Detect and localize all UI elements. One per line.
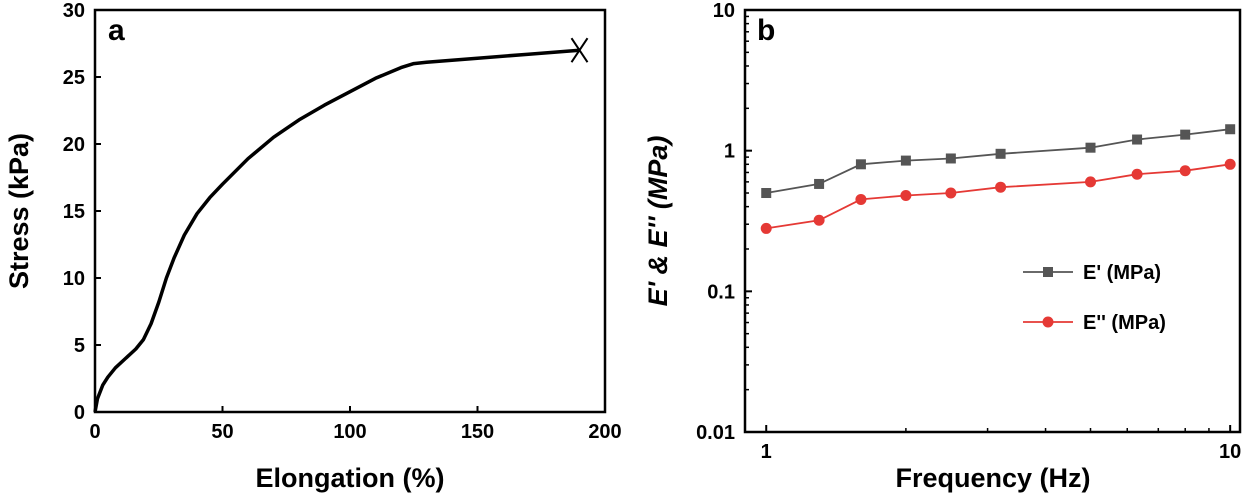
panel-b-data-point: [945, 153, 956, 164]
panel-b-data-point: [855, 159, 866, 170]
panel-a-y-tick-label: 20: [63, 134, 85, 156]
panel-b-series-line: [766, 128, 1231, 194]
panel-b-data-point: [995, 181, 1007, 193]
panel-a-y-tick-label: 5: [74, 335, 85, 357]
panel-a-y-tick-label: 15: [63, 201, 85, 223]
panel-b-series-line: [766, 163, 1231, 230]
legend-swatch-marker: [1043, 267, 1053, 277]
panel-b-y-tick-label: 0.01: [696, 422, 735, 444]
legend-label: E'' (MPa): [1083, 312, 1166, 334]
panel-b-y-tick-label: 1: [724, 141, 735, 163]
legend-label: E' (MPa): [1083, 262, 1161, 284]
panel-a-x-tick-label: 150: [461, 421, 494, 443]
panel-b-data-point: [761, 188, 772, 199]
panel-b-x-tick-label: 10: [1219, 441, 1241, 463]
panel-b-data-point: [900, 155, 911, 166]
panel-b-data-point: [855, 193, 867, 205]
panel-b-y-axis-title: E' & E'' (MPa): [643, 136, 673, 307]
panel-b-data-point: [814, 178, 825, 189]
panel-a-x-tick-label: 0: [89, 421, 100, 443]
panel-b-data-point: [1131, 168, 1143, 180]
panel-b-axes-ticks: 1 10 0.01 0.1 1 10: [696, 0, 1241, 463]
panel-b-modulus-frequency-chart: 1 10 0.01 0.1 1 10 b Frequency (Hz) E' & E'' …: [643, 0, 1241, 493]
panel-a-x-tick-label: 50: [211, 421, 233, 443]
panel-b-data-point: [813, 214, 825, 226]
legend-item: E'' (MPa): [1023, 312, 1166, 334]
panel-b-data-point: [1180, 129, 1191, 140]
panel-a-data: [93, 37, 589, 413]
panel-b-legend: E' (MPa) E'' (MPa): [1023, 262, 1166, 334]
panel-b-data-point: [1085, 142, 1096, 153]
panel-b-data-point: [995, 148, 1006, 159]
panel-a-x-tick-label: 100: [333, 421, 366, 443]
legend-swatch-marker: [1042, 316, 1054, 328]
panel-a-stress-strain-chart: 0 50 100 150 200 0 5 10 15 20 25 30 a Elongation (%…: [4, 0, 622, 493]
panel-a-letter: a: [108, 14, 125, 47]
panel-a-x-axis-title: Elongation (%): [256, 463, 445, 493]
panel-b-y-tick-label: 10: [713, 0, 735, 22]
panel-b-y-tick-label: 0.1: [707, 281, 735, 303]
panel-b-data-point: [1225, 124, 1236, 135]
panel-b-data: [760, 124, 1236, 234]
legend-item: E' (MPa): [1023, 262, 1161, 284]
panel-a-y-axis-title: Stress (kPa): [4, 133, 34, 289]
panel-a-break-marker: [570, 37, 589, 63]
panel-a-y-tick-label: 10: [63, 268, 85, 290]
panel-b-series-loss-modulus: [760, 158, 1236, 234]
panel-a-stress-curve: [93, 48, 580, 413]
panel-b-x-axis-title: Frequency (Hz): [895, 463, 1090, 493]
panel-a-y-tick-label: 30: [63, 0, 85, 22]
panel-a-x-tick-label: 200: [588, 421, 621, 443]
panel-b-data-point: [1179, 165, 1191, 177]
panel-b-plot-frame: [743, 8, 1242, 434]
panel-b-data-point: [945, 187, 957, 199]
panel-a-y-tick-label: 25: [63, 67, 85, 89]
panel-a-y-tick-label: 0: [74, 402, 85, 424]
panel-b-data-point: [900, 190, 912, 202]
panel-b-x-tick-label: 1: [761, 441, 772, 463]
panel-a-axes-ticks: 0 50 100 150 200 0 5 10 15 20 25 30: [63, 0, 622, 443]
panel-b-series-storage-modulus: [761, 124, 1236, 199]
panel-b-data-point: [1132, 134, 1143, 145]
panel-a-plot-frame: [93, 8, 607, 414]
panel-b-data-point: [1224, 158, 1236, 170]
panel-b-data-point: [760, 222, 772, 234]
panel-b-letter: b: [757, 14, 775, 47]
panel-b-data-point: [1085, 176, 1097, 188]
